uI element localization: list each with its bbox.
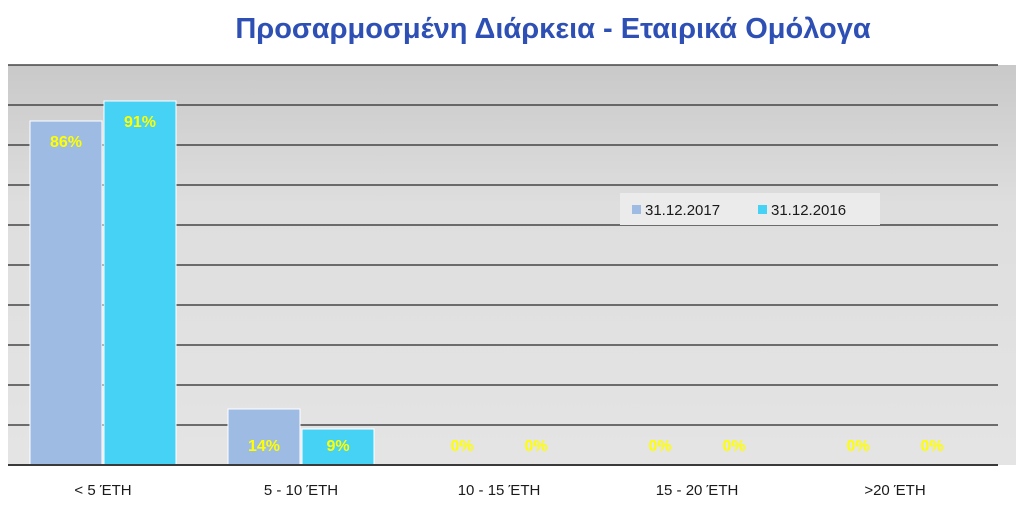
x-tick-label: >20 ΈΤΗ (864, 482, 925, 499)
x-tick-label: 15 - 20 ΈΤΗ (656, 482, 739, 499)
data-label: 0% (722, 438, 745, 455)
data-label: 9% (326, 438, 349, 455)
bar-31.12.2017-1 (227, 408, 301, 466)
bar-31.12.2016-0 (103, 100, 177, 466)
data-label: 14% (248, 438, 280, 455)
legend-label-2017: 31.12.2017 (645, 202, 720, 219)
data-label: 0% (920, 438, 943, 455)
x-tick-labels: < 5 ΈΤΗ 5 - 10 ΈΤΗ 10 - 15 ΈΤΗ 15 - 20 ΈΤΗ >… (74, 482, 925, 499)
data-label: 0% (524, 438, 547, 455)
legend-label-2016: 31.12.2016 (771, 202, 846, 219)
data-label: 0% (648, 438, 671, 455)
data-label: 0% (846, 438, 869, 455)
x-tick-label: 10 - 15 ΈΤΗ (458, 482, 541, 499)
data-label: 91% (124, 114, 156, 131)
legend-swatch-2017 (632, 205, 641, 214)
bars (29, 100, 375, 466)
bar-31.12.2017-0 (29, 120, 103, 466)
x-tick-label: < 5 ΈΤΗ (74, 482, 131, 499)
chart-title: Προσαρμοσμένη Διάρκεια - Εταιρικά Ομόλογ… (235, 13, 870, 45)
data-labels: 86% 91% 14% 9% 0% 0% 0% 0% 0% 0% (50, 114, 944, 455)
legend-swatch-2016 (758, 205, 767, 214)
data-label: 0% (450, 438, 473, 455)
legend: 31.12.2017 31.12.2016 (620, 193, 880, 225)
legend-box (620, 193, 880, 225)
x-tick-label: 5 - 10 ΈΤΗ (264, 482, 338, 499)
data-label: 86% (50, 134, 82, 151)
